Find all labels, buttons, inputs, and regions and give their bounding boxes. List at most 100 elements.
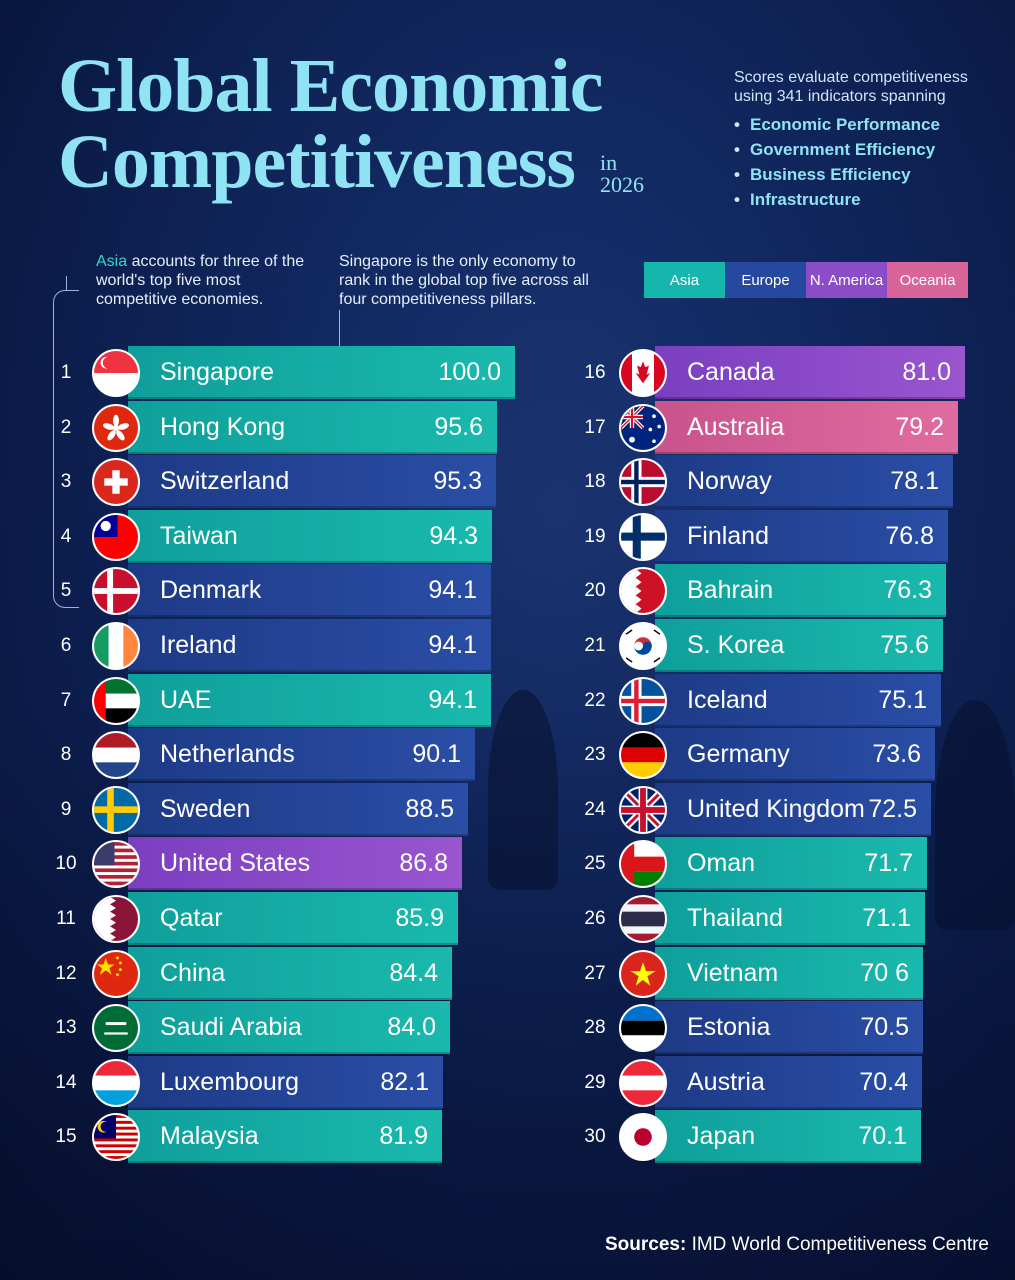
source-text: IMD World Competitiveness Centre [686, 1234, 989, 1255]
luxembourg-flag-icon [92, 1059, 140, 1107]
chart-bar [128, 1110, 442, 1163]
rank-label: 19 [584, 526, 606, 547]
china-flag-icon [92, 950, 140, 998]
page-title: Global Economic Competitiveness [58, 48, 603, 204]
country-label: United States [160, 849, 311, 877]
rank-label: 10 [55, 853, 77, 874]
chart-bar [128, 1056, 443, 1109]
chart-bar [128, 346, 515, 399]
rank-label: 8 [60, 744, 72, 765]
thailand-flag-icon [619, 895, 667, 943]
country-label: Sweden [160, 795, 251, 823]
top-five-bracket [53, 290, 79, 608]
hong-kong-flag-icon [92, 404, 140, 452]
pillar-item: • Economic Performance [734, 115, 940, 134]
title-year: in 2026 [600, 152, 644, 196]
value-label: 75.1 [878, 686, 927, 714]
switzerland-flag-icon [92, 458, 140, 506]
chart-row: 29 Austria 70.4 [0, 1056, 1015, 1109]
rank-label: 3 [60, 471, 72, 492]
country-label: Germany [687, 740, 790, 768]
chart-row: 15 Malaysia 81.9 [0, 1110, 1015, 1163]
legend-item-north-america: N. America [806, 262, 887, 298]
value-label: 76.3 [883, 576, 932, 604]
value-label: 100.0 [438, 358, 501, 386]
chart-row: 4 Taiwan 94.3 [0, 510, 1015, 563]
value-label: 95.3 [433, 467, 482, 495]
value-label: 75.6 [880, 631, 929, 659]
country-label: Qatar [160, 904, 223, 932]
chart-bar [128, 564, 491, 617]
chart-row: 14 Luxembourg 82.1 [0, 1056, 1015, 1109]
pillar-item: • Business Efficiency [734, 165, 911, 184]
rank-label: 12 [55, 963, 77, 984]
canada-flag-icon [619, 349, 667, 397]
ireland-flag-icon [92, 622, 140, 670]
value-label: 84.0 [387, 1013, 436, 1041]
country-label: Estonia [687, 1013, 771, 1041]
title-line-2: Competitiveness [58, 120, 576, 204]
chart-row: 21 S. Korea 75.6 [0, 619, 1015, 672]
taiwan-flag-icon [92, 513, 140, 561]
germany-flag-icon [619, 731, 667, 779]
rank-label: 21 [584, 635, 606, 656]
sweden-flag-icon [92, 786, 140, 834]
united-states-flag-icon [92, 840, 140, 888]
country-label: Malaysia [160, 1122, 259, 1150]
background-silhouette [935, 700, 1015, 930]
value-label: 71.7 [864, 849, 913, 877]
chart-bar [128, 510, 492, 563]
pillar-item: • Government Efficiency [734, 140, 936, 159]
chart-bar [655, 947, 923, 1000]
value-label: 94.3 [429, 522, 478, 550]
chart-row: 11 Qatar 85.9 [0, 892, 1015, 945]
country-label: Finland [687, 522, 769, 550]
chart-row: 8 Netherlands 90.1 [0, 728, 1015, 781]
japan-flag-icon [619, 1113, 667, 1161]
chart-row: 30 Japan 70.1 [0, 1110, 1015, 1163]
rank-label: 22 [584, 690, 606, 711]
chart-bar [655, 728, 935, 781]
rank-label: 24 [584, 799, 606, 820]
rank-label: 27 [584, 963, 606, 984]
netherlands-flag-icon [92, 731, 140, 779]
asia-highlight: Asia [96, 253, 128, 270]
rank-label: 28 [584, 1017, 606, 1038]
country-label: Ireland [160, 631, 237, 659]
rank-label: 7 [60, 690, 72, 711]
chart-bar [128, 619, 491, 672]
rank-label: 18 [584, 471, 606, 492]
qatar-flag-icon [92, 895, 140, 943]
country-label: Singapore [160, 358, 274, 386]
country-label: Saudi Arabia [160, 1013, 302, 1041]
pillar-label: Business Efficiency [750, 165, 911, 184]
country-label: Norway [687, 467, 772, 495]
legend-item-europe: Europe [725, 262, 806, 298]
value-label: 95.6 [434, 413, 483, 441]
chart-row: 9 Sweden 88.5 [0, 783, 1015, 836]
source-label: Sources: [604, 1234, 687, 1255]
chart-bar [128, 455, 496, 508]
value-label: 73.6 [872, 740, 921, 768]
singapore-note-text: Singapore is the only economy to rank in… [339, 253, 589, 308]
value-label: 70.5 [860, 1013, 909, 1041]
legend-item-asia: Asia [644, 262, 725, 298]
chart-row: 26 Thailand 71.1 [0, 892, 1015, 945]
source-note: Sources: IMD World Competitiveness Centr… [605, 1234, 989, 1256]
country-label: United Kingdom [687, 795, 865, 823]
singapore-flag-icon [92, 349, 140, 397]
chart-bar [655, 783, 931, 836]
country-label: Thailand [687, 904, 783, 932]
bahrain-flag-icon [619, 567, 667, 615]
background-silhouette [488, 690, 558, 890]
legend: Asia Europe N. America Oceania [644, 262, 968, 298]
chart-row: 20 Bahrain 76.3 [0, 564, 1015, 617]
rank-label: 5 [60, 580, 72, 601]
top-five-bracket-stem [66, 276, 67, 290]
country-label: Australia [687, 413, 785, 441]
australia-flag-icon [619, 404, 667, 452]
chart-bar [128, 1001, 450, 1054]
country-label: Hong Kong [160, 413, 286, 441]
chart-row: 2 Hong Kong 95.6 [0, 401, 1015, 454]
rank-label: 17 [584, 417, 606, 438]
